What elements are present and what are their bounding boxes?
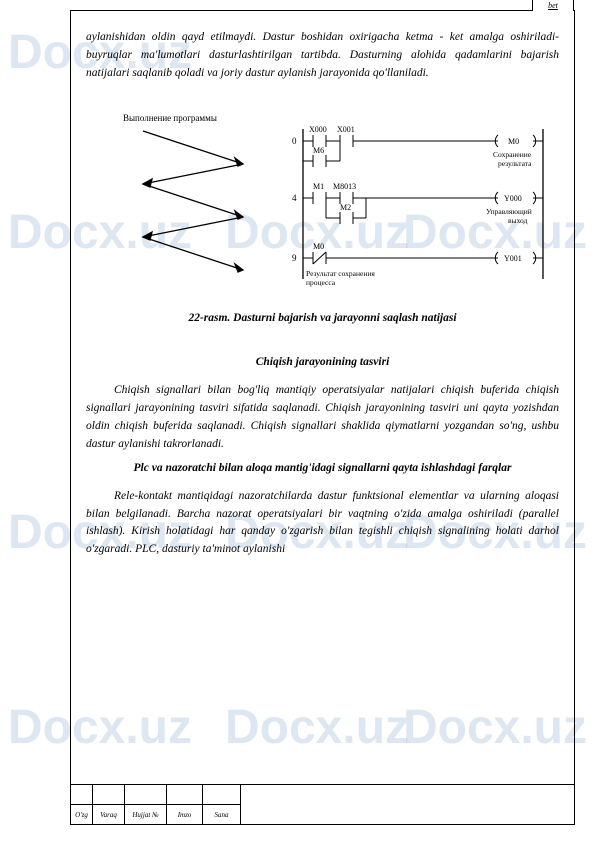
tb-label-sana: Sana <box>203 805 241 824</box>
tb-cell <box>125 785 167 804</box>
svg-text:M8013: M8013 <box>333 182 356 191</box>
svg-text:X001: X001 <box>337 125 355 134</box>
svg-text:Результат сохранения: Результат сохранения <box>306 269 375 278</box>
paragraph-3: Rele-kontakt mantiqidagi nazoratchilarda… <box>71 484 574 563</box>
figure-caption: 22-rasm. Dasturni bajarish va jarayonni … <box>71 304 574 352</box>
tb-label-imzo: Imzo <box>167 805 203 824</box>
svg-text:M6: M6 <box>313 146 324 155</box>
tb-cell <box>93 785 125 804</box>
tb-label-ozg: O'zg <box>71 805 93 824</box>
title-block: O'zg Varaq Hujjat № Imzo Sana <box>71 784 574 824</box>
diagram-left-label: Выполнение программы <box>123 113 217 123</box>
page-frame: aylanishidan oldin qayd etilmaydi. Dastu… <box>70 10 575 825</box>
svg-text:процесса: процесса <box>306 278 336 287</box>
svg-text:результата: результата <box>498 159 532 168</box>
paragraph-2: Chiqish signallari bilan bog'liq mantiqi… <box>71 378 574 457</box>
tb-cell <box>71 785 93 804</box>
svg-text:выход: выход <box>508 216 528 225</box>
tb-label-varaq: Varaq <box>93 805 125 824</box>
rung0-number: 0 <box>292 136 297 146</box>
svg-text:4: 4 <box>292 193 297 203</box>
svg-text:Y001: Y001 <box>504 254 522 263</box>
bet-label: bet <box>532 0 574 11</box>
svg-text:9: 9 <box>292 253 297 263</box>
svg-text:M2: M2 <box>340 203 351 212</box>
svg-text:Y000: Y000 <box>504 194 522 203</box>
tb-label-hujjat: Hujjat № <box>125 805 167 824</box>
svg-text:M1: M1 <box>313 182 324 191</box>
tb-cell <box>203 785 241 804</box>
svg-text:Сохранение: Сохранение <box>493 150 532 159</box>
ladder-diagram: Выполнение программы 0 X00 <box>71 87 574 304</box>
section-heading-1: Chiqish jarayonining tasviri <box>71 352 574 378</box>
paragraph-1: aylanishidan oldin qayd etilmaydi. Dastu… <box>71 11 574 87</box>
svg-text:M0: M0 <box>313 242 324 251</box>
svg-text:M0: M0 <box>508 137 519 146</box>
svg-text:Управляющий: Управляющий <box>486 207 532 216</box>
section-heading-2: Plc va nazoratchi bilan aloqa mantig'ida… <box>71 458 574 484</box>
tb-cell <box>167 785 203 804</box>
svg-text:X000: X000 <box>309 125 327 134</box>
